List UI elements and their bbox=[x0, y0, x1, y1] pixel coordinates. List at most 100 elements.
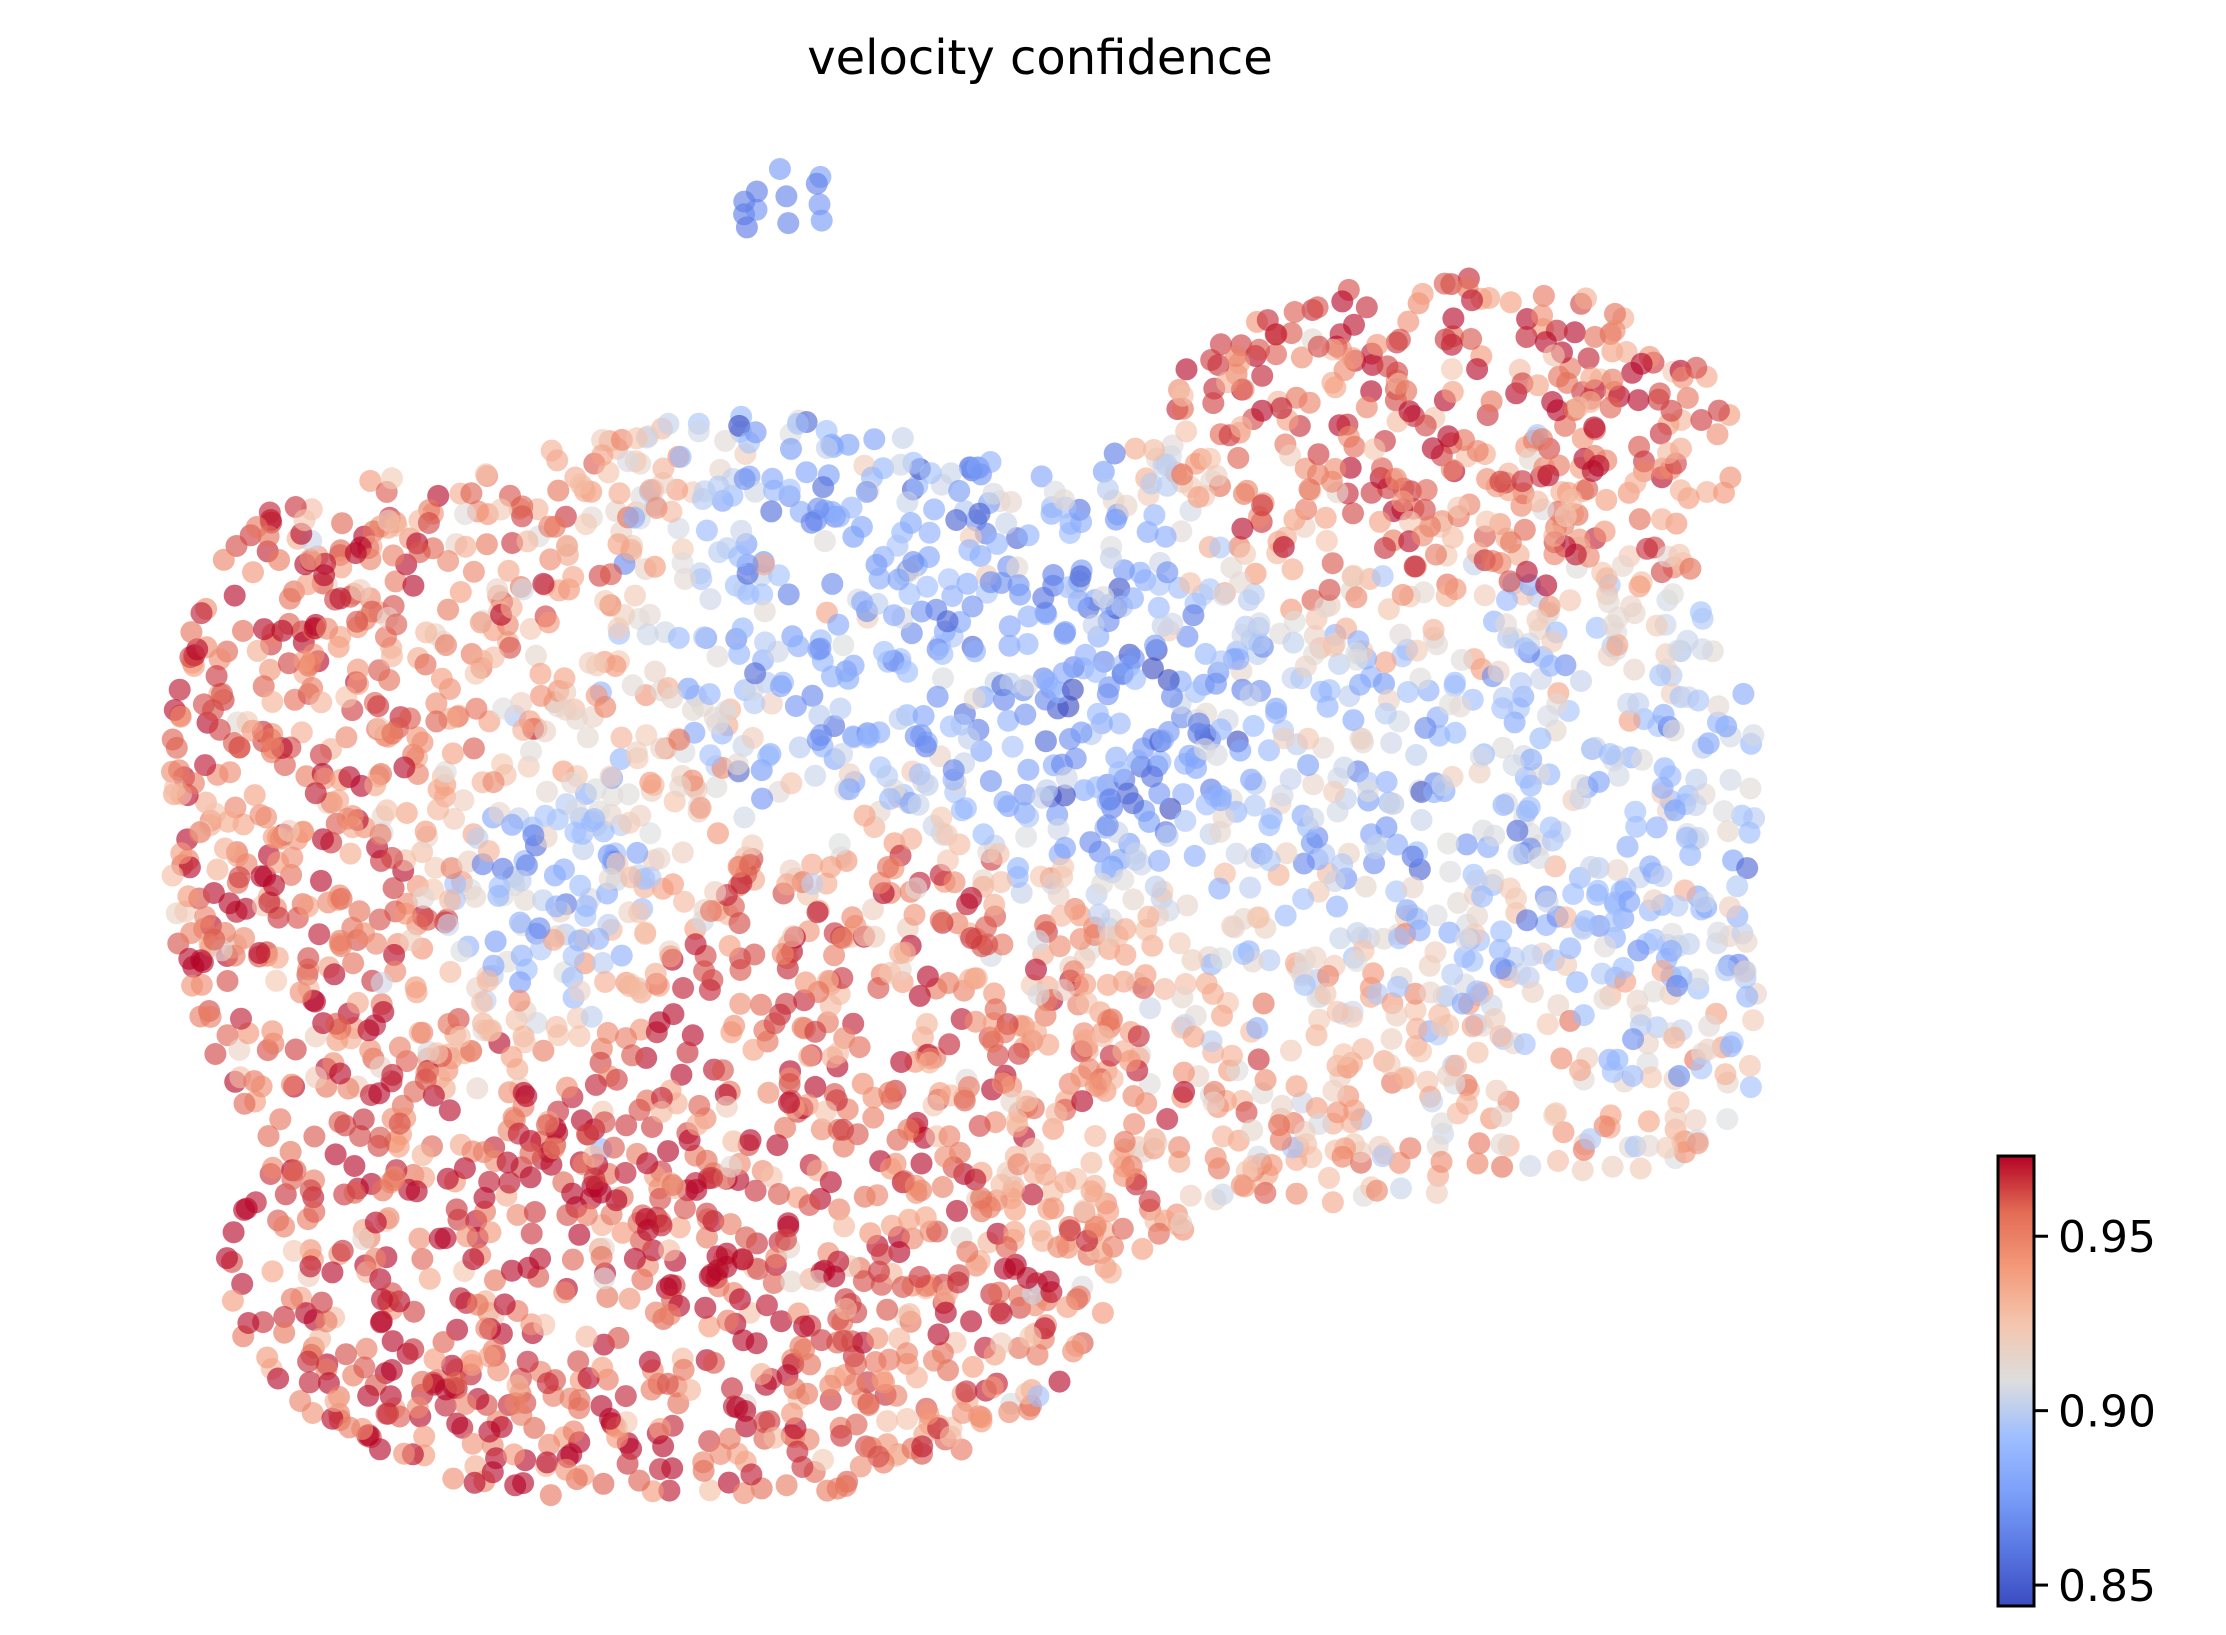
scatter-point bbox=[714, 429, 737, 452]
scatter-point bbox=[223, 584, 246, 607]
scatter-point bbox=[1279, 768, 1302, 791]
scatter-point bbox=[233, 1092, 256, 1115]
scatter-point bbox=[1552, 1121, 1575, 1144]
scatter-point bbox=[1468, 1132, 1491, 1155]
scatter-point bbox=[1175, 420, 1198, 443]
scatter-point bbox=[1346, 922, 1369, 944]
scatter-point bbox=[1516, 909, 1538, 932]
scatter-point bbox=[1520, 944, 1543, 967]
scatter-point bbox=[242, 561, 264, 584]
scatter-point bbox=[460, 1349, 483, 1372]
scatter-point bbox=[348, 900, 371, 923]
scatter-point bbox=[1492, 736, 1514, 759]
scatter-point bbox=[1455, 833, 1478, 856]
scatter-point bbox=[863, 428, 886, 451]
scatter-point bbox=[211, 682, 233, 705]
scatter-point bbox=[1184, 681, 1207, 704]
scatter-point bbox=[1468, 761, 1491, 784]
scatter-point bbox=[435, 634, 457, 657]
scatter-point bbox=[698, 1315, 721, 1338]
scatter-point bbox=[937, 568, 960, 591]
scatter-point bbox=[442, 1467, 465, 1490]
scatter-point bbox=[1181, 949, 1204, 972]
scatter-point bbox=[804, 764, 827, 787]
scatter-point bbox=[1739, 1076, 1762, 1099]
scatter-point bbox=[1236, 479, 1259, 502]
scatter-point bbox=[415, 621, 438, 644]
scatter-point bbox=[335, 726, 358, 749]
scatter-point bbox=[1547, 994, 1570, 1017]
scatter-point bbox=[867, 977, 890, 999]
scatter-point bbox=[1547, 1149, 1569, 1172]
scatter-point bbox=[1601, 1155, 1624, 1178]
scatter-point bbox=[938, 1033, 961, 1056]
scatter-point bbox=[479, 1221, 502, 1244]
scatter-point bbox=[681, 1024, 704, 1047]
scatter-point bbox=[355, 1337, 378, 1360]
scatter-point bbox=[1302, 773, 1325, 796]
scatter-point bbox=[214, 837, 236, 860]
scatter-point bbox=[1385, 880, 1408, 903]
scatter-point bbox=[543, 864, 566, 887]
scatter-point bbox=[1108, 761, 1131, 783]
scatter-point bbox=[1138, 810, 1161, 833]
scatter-point bbox=[1667, 639, 1690, 662]
scatter-point bbox=[1496, 589, 1518, 611]
scatter-point bbox=[845, 1413, 868, 1436]
scatter-point bbox=[1171, 986, 1194, 1009]
scatter-point bbox=[321, 1407, 344, 1430]
scatter-point bbox=[862, 1106, 885, 1129]
scatter-point bbox=[273, 1321, 296, 1344]
scatter-point bbox=[650, 737, 673, 760]
scatter-point bbox=[784, 695, 807, 717]
scatter-point bbox=[438, 1099, 461, 1122]
scatter-point bbox=[1014, 703, 1037, 726]
scatter-point bbox=[991, 933, 1014, 956]
scatter-point bbox=[1054, 1171, 1077, 1194]
scatter-point bbox=[1069, 928, 1092, 950]
scatter-point bbox=[299, 1179, 322, 1202]
scatter-point bbox=[982, 482, 1005, 505]
scatter-point bbox=[1355, 296, 1378, 319]
scatter-point bbox=[1618, 709, 1641, 732]
scatter-point bbox=[1377, 598, 1400, 621]
scatter-point bbox=[464, 886, 487, 908]
scatter-point bbox=[273, 754, 296, 777]
scatter-point bbox=[1017, 758, 1040, 781]
scatter-point bbox=[657, 412, 680, 435]
scatter-point bbox=[1034, 730, 1057, 753]
scatter-point bbox=[742, 1038, 765, 1061]
scatter-point bbox=[1563, 321, 1586, 344]
scatter-point bbox=[762, 1272, 785, 1294]
scatter-point bbox=[1425, 904, 1448, 927]
scatter-point bbox=[496, 1151, 519, 1174]
scatter-point bbox=[580, 1005, 603, 1028]
scatter-point bbox=[830, 1424, 853, 1447]
scatter-point bbox=[449, 581, 472, 603]
scatter-point bbox=[911, 1435, 934, 1458]
scatter-point bbox=[596, 1286, 619, 1308]
scatter-point bbox=[1154, 525, 1177, 548]
scatter-point bbox=[1136, 521, 1159, 543]
scatter-point bbox=[464, 1455, 487, 1478]
scatter-point bbox=[629, 804, 652, 827]
scatter-point bbox=[908, 984, 931, 1007]
scatter-point bbox=[1283, 610, 1306, 633]
scatter-point bbox=[1386, 833, 1409, 856]
scatter-point bbox=[1247, 1048, 1270, 1071]
scatter-point bbox=[519, 618, 542, 640]
scatter-point bbox=[1570, 670, 1592, 692]
scatter-point bbox=[1047, 884, 1070, 906]
scatter-point bbox=[694, 1296, 717, 1319]
scatter-point bbox=[568, 1025, 591, 1048]
scatter-point bbox=[1559, 937, 1582, 960]
scatter-point bbox=[1732, 682, 1755, 705]
scatter-point bbox=[405, 1180, 428, 1203]
scatter-point bbox=[498, 1171, 521, 1194]
scatter-point bbox=[395, 802, 418, 824]
scatter-point bbox=[1271, 784, 1294, 807]
scatter-point bbox=[1153, 978, 1176, 1000]
scatter-point bbox=[1411, 282, 1434, 305]
scatter-point bbox=[960, 1310, 983, 1333]
